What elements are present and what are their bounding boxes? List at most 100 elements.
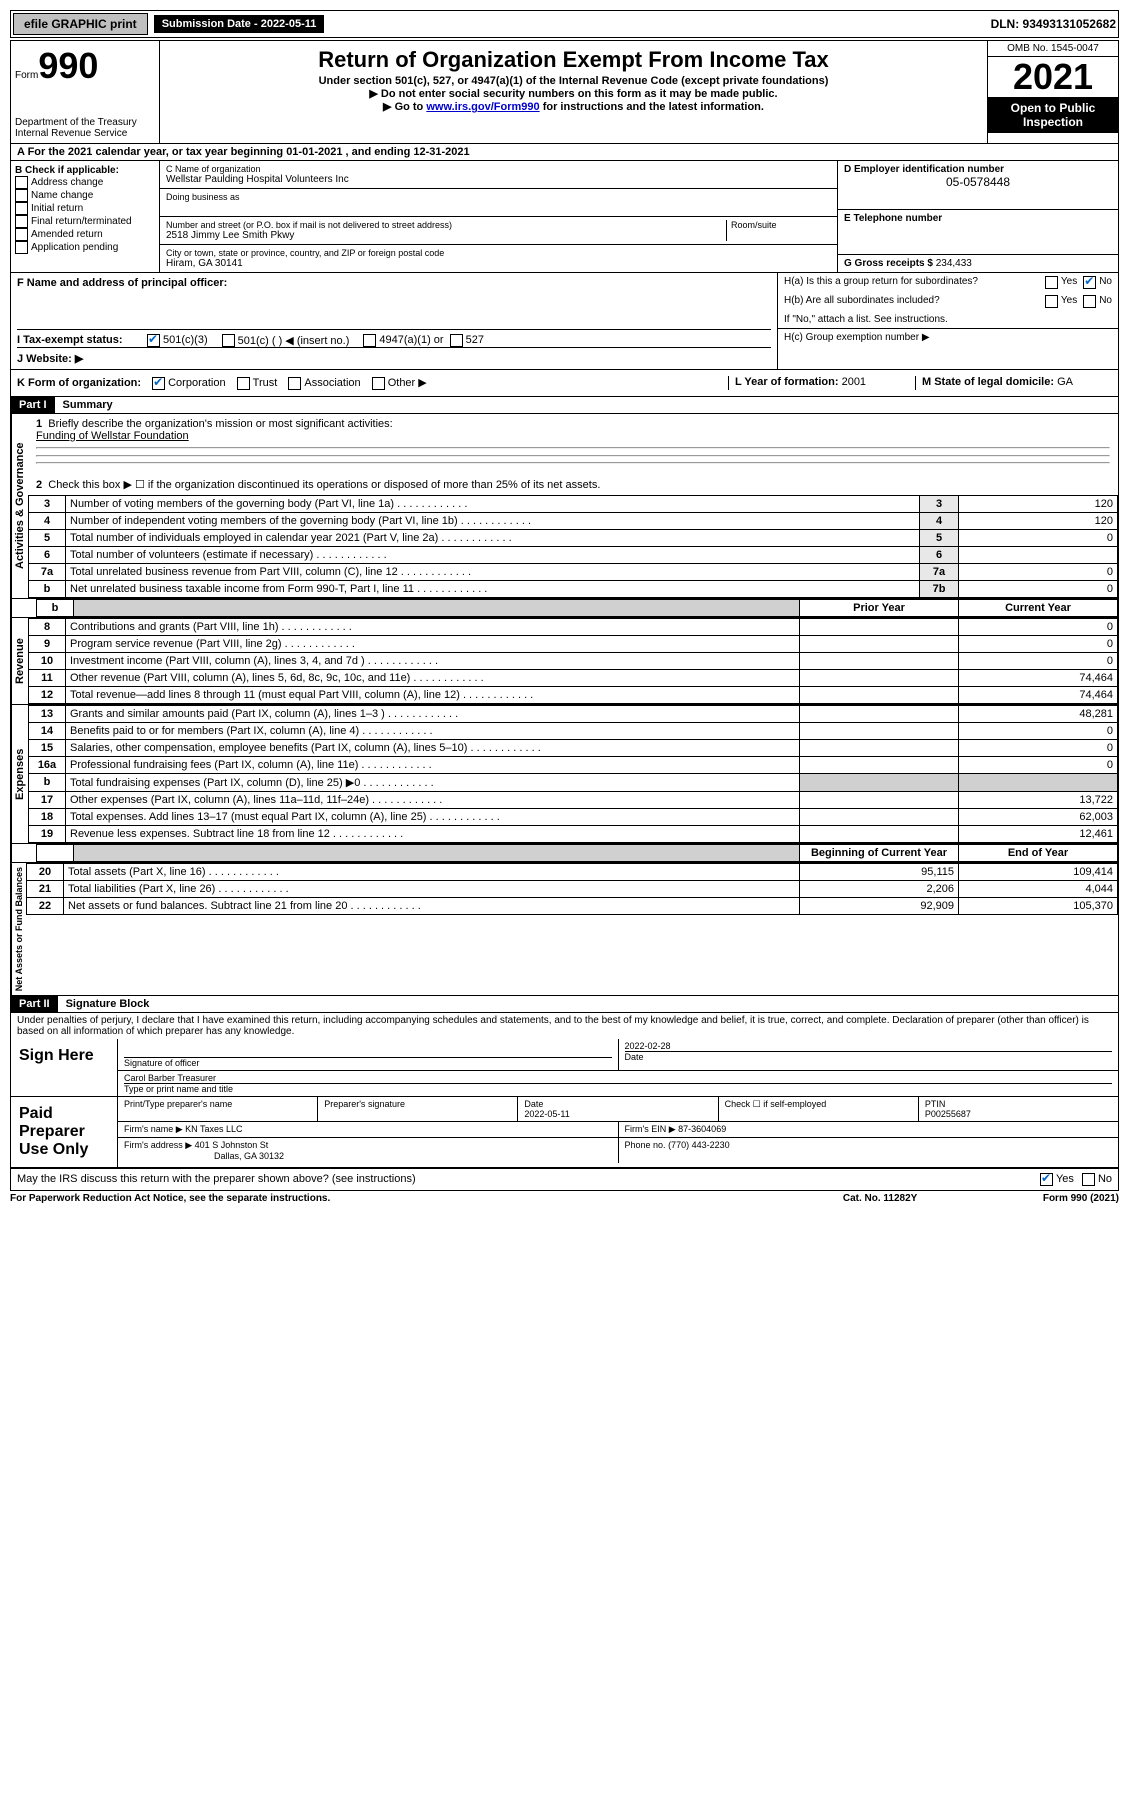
table-row: 19Revenue less expenses. Subtract line 1… bbox=[29, 825, 1118, 842]
box-c-label: C Name of organization bbox=[166, 164, 831, 174]
subtitle-1: Under section 501(c), 527, or 4947(a)(1)… bbox=[168, 75, 979, 87]
street-value: 2518 Jimmy Lee Smith Pkwy bbox=[166, 230, 726, 241]
4947-checkbox[interactable] bbox=[363, 334, 376, 347]
hb-no-checkbox[interactable] bbox=[1083, 295, 1096, 308]
part-1-title: Summary bbox=[55, 399, 113, 411]
form-header: Form990 Department of the Treasury Inter… bbox=[10, 40, 1119, 144]
firm-addr-label: Firm's address ▶ bbox=[124, 1140, 192, 1150]
section-b-g: B Check if applicable: Address change Na… bbox=[10, 161, 1119, 273]
sig-date-label: Date bbox=[625, 1052, 644, 1062]
table-row: 14Benefits paid to or for members (Part … bbox=[29, 722, 1118, 739]
self-emp-label: Check ☐ if self-employed bbox=[719, 1097, 919, 1121]
ha-no-checkbox[interactable] bbox=[1083, 276, 1096, 289]
part-2-header: Part II bbox=[11, 996, 58, 1012]
irs-label: Internal Revenue Service bbox=[15, 128, 155, 139]
officer-name-label: Type or print name and title bbox=[124, 1084, 233, 1094]
ha-yes-checkbox[interactable] bbox=[1045, 276, 1058, 289]
box-g-label: G Gross receipts $ bbox=[844, 258, 933, 269]
efile-print-button[interactable]: efile GRAPHIC print bbox=[13, 13, 148, 35]
line-i-label: I Tax-exempt status: bbox=[17, 334, 147, 347]
discuss-no-checkbox[interactable] bbox=[1082, 1173, 1095, 1186]
h-b-label: H(b) Are all subordinates included? bbox=[784, 295, 1045, 308]
governance-table: 3Number of voting members of the governi… bbox=[28, 495, 1118, 598]
form-title: Return of Organization Exempt From Incom… bbox=[168, 47, 979, 73]
hb-yes: Yes bbox=[1061, 295, 1077, 308]
table-row: 17Other expenses (Part IX, column (A), l… bbox=[29, 791, 1118, 808]
city-label: City or town, state or province, country… bbox=[166, 248, 831, 258]
opt-501c: 501(c) ( ) ◀ (insert no.) bbox=[238, 334, 350, 347]
opt-corp: Corporation bbox=[168, 377, 225, 389]
discuss-yes-checkbox[interactable] bbox=[1040, 1173, 1053, 1186]
hb-yes-checkbox[interactable] bbox=[1045, 295, 1058, 308]
opt-trust: Trust bbox=[253, 377, 278, 389]
current-year-header: Current Year bbox=[959, 599, 1118, 616]
527-checkbox[interactable] bbox=[450, 334, 463, 347]
officer-name: Carol Barber Treasurer bbox=[124, 1073, 1112, 1084]
year-formation: 2001 bbox=[842, 376, 866, 388]
table-row: 21Total liabilities (Part X, line 26)2,2… bbox=[27, 880, 1118, 897]
table-row: 8Contributions and grants (Part VIII, li… bbox=[29, 618, 1118, 635]
h-c-label: H(c) Group exemption number ▶ bbox=[778, 328, 1118, 346]
initial-return-checkbox[interactable] bbox=[15, 202, 28, 215]
netassets-label: Net Assets or Fund Balances bbox=[11, 863, 26, 995]
ptin-label: PTIN bbox=[925, 1099, 946, 1109]
ha-yes: Yes bbox=[1061, 276, 1077, 289]
governance-label: Activities & Governance bbox=[11, 414, 28, 598]
ein-value: 05-0578448 bbox=[844, 175, 1112, 189]
phone-label: Phone no. bbox=[625, 1140, 666, 1150]
perjury-text: Under penalties of perjury, I declare th… bbox=[10, 1013, 1119, 1039]
trust-checkbox[interactable] bbox=[237, 377, 250, 390]
other-checkbox[interactable] bbox=[372, 377, 385, 390]
opt-name-change: Name change bbox=[31, 190, 93, 201]
ha-no: No bbox=[1099, 276, 1112, 289]
submission-date-label: Submission Date - 2022-05-11 bbox=[154, 15, 325, 33]
prep-date: 2022-05-11 bbox=[524, 1109, 569, 1119]
footer-mid: Cat. No. 11282Y bbox=[843, 1193, 1043, 1204]
prior-year-header: Prior Year bbox=[800, 599, 959, 616]
instructions-link[interactable]: www.irs.gov/Form990 bbox=[426, 101, 539, 113]
table-row: 18Total expenses. Add lines 13–17 (must … bbox=[29, 808, 1118, 825]
line-l-label: L Year of formation: bbox=[735, 376, 839, 388]
line-m-label: M State of legal domicile: bbox=[922, 376, 1054, 388]
city-value: Hiram, GA 30141 bbox=[166, 258, 831, 269]
table-row: 3Number of voting members of the governi… bbox=[29, 495, 1118, 512]
501c-checkbox[interactable] bbox=[222, 334, 235, 347]
amended-return-checkbox[interactable] bbox=[15, 228, 28, 241]
sign-here-label: Sign Here bbox=[11, 1039, 118, 1096]
revenue-label: Revenue bbox=[11, 618, 28, 704]
sign-here-block: Sign Here Signature of officer 2022-02-2… bbox=[10, 1039, 1119, 1169]
phone-value: (770) 443-2230 bbox=[668, 1140, 730, 1150]
street-label: Number and street (or P.O. box if mail i… bbox=[166, 220, 726, 230]
form-label: Form bbox=[15, 70, 38, 81]
opt-initial-return: Initial return bbox=[31, 203, 83, 214]
table-row: bNet unrelated business taxable income f… bbox=[29, 580, 1118, 597]
h-note: If "No," attach a list. See instructions… bbox=[778, 311, 1118, 328]
501c3-checkbox[interactable] bbox=[147, 334, 160, 347]
table-row: 12Total revenue—add lines 8 through 11 (… bbox=[29, 686, 1118, 703]
assoc-checkbox[interactable] bbox=[288, 377, 301, 390]
mission-text: Funding of Wellstar Foundation bbox=[36, 430, 189, 442]
section-k-m: K Form of organization: Corporation Trus… bbox=[10, 370, 1119, 397]
table-row: 9Program service revenue (Part VIII, lin… bbox=[29, 635, 1118, 652]
box-b-title: B Check if applicable: bbox=[15, 165, 155, 176]
box-f-label: F Name and address of principal officer: bbox=[17, 277, 771, 289]
application-pending-checkbox[interactable] bbox=[15, 241, 28, 254]
footer-left: For Paperwork Reduction Act Notice, see … bbox=[10, 1193, 843, 1204]
form-number: 990 bbox=[38, 45, 98, 86]
corp-checkbox[interactable] bbox=[152, 377, 165, 390]
name-change-checkbox[interactable] bbox=[15, 189, 28, 202]
address-change-checkbox[interactable] bbox=[15, 176, 28, 189]
expenses-label: Expenses bbox=[11, 705, 28, 843]
opt-527: 527 bbox=[466, 334, 484, 347]
firm-addr1: 401 S Johnston St bbox=[195, 1140, 269, 1150]
suite-label: Room/suite bbox=[731, 220, 831, 230]
opt-other: Other ▶ bbox=[388, 377, 427, 389]
table-row: 4Number of independent voting members of… bbox=[29, 512, 1118, 529]
opt-app-pending: Application pending bbox=[31, 242, 118, 253]
discuss-yes: Yes bbox=[1056, 1173, 1074, 1186]
begin-year-header: Beginning of Current Year bbox=[800, 844, 959, 861]
prep-name-label: Print/Type preparer's name bbox=[118, 1097, 318, 1121]
final-return-checkbox[interactable] bbox=[15, 215, 28, 228]
dept-label: Department of the Treasury bbox=[15, 117, 155, 128]
table-row: 10Investment income (Part VIII, column (… bbox=[29, 652, 1118, 669]
